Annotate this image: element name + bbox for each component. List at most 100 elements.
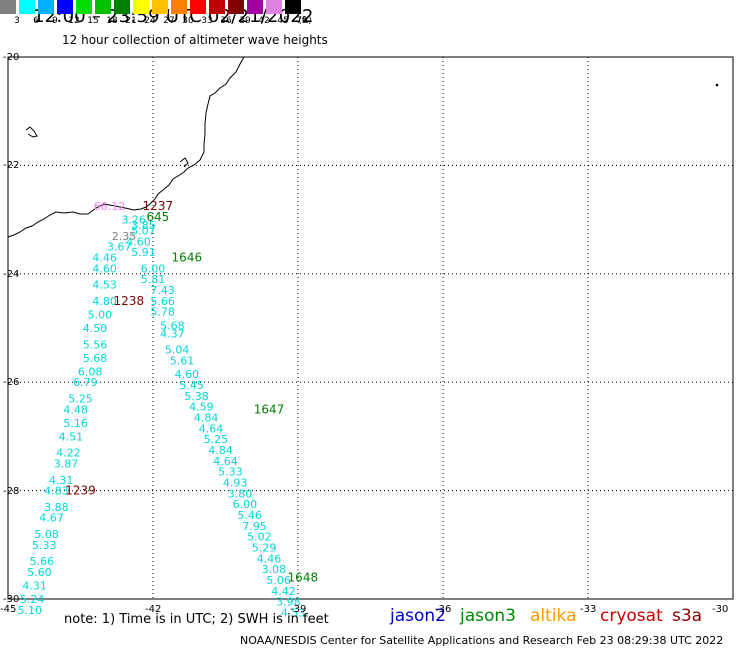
satellite-name: jason2 [390,606,446,626]
satellite-name: cryosat [600,606,663,626]
swh-value: 6.79 [73,376,98,389]
satellite-name: jason3 [460,606,516,626]
swh-value: 5.68 [83,352,108,365]
time-label: 645 [146,210,169,224]
time-label: 1646 [172,251,203,265]
legend-swatch [247,0,263,14]
legend-label: 9 [52,16,58,26]
swh-value: 5.24 [20,593,45,606]
swh-value: 5.02 [247,531,272,544]
swh-value: 5.38 [184,390,209,403]
swh-value: 4.22 [56,447,81,460]
swh-value: 4.84 [208,444,233,457]
swh-value: 7.95 [242,520,267,533]
time-label: 1238 [114,294,145,308]
swh-value: 3.80 [228,487,253,500]
swh-value: 5.25 [204,433,229,446]
swh-value: 4.64 [213,455,238,468]
swh-value: 4.37 [160,327,185,340]
swh-value: 3.88 [44,501,69,514]
swh-value: 6.00 [141,262,166,275]
swh-value: 5.61 [170,355,195,368]
swh-value: 5.46 [237,509,262,522]
legend-label: 33 [201,16,213,26]
swh-value: 4.84 [194,411,219,424]
satellite-name: altika [530,606,577,626]
legend-label: 6 [33,16,39,26]
lat-tick-label: -26 [3,377,20,389]
swh-value: 5.56 [83,338,108,351]
swh-value: 5.08 [34,528,59,541]
lat-tick-label: -24 [3,268,20,280]
island-dot [715,83,719,87]
legend-label: 21 [125,16,137,26]
legend-label: 45 [277,16,289,26]
satellite-name: s3a [672,606,703,626]
swh-value: 3.85 [131,219,156,232]
swh-value: 66.12 [94,200,126,213]
legend-swatch [133,0,149,14]
lon-tick-label: -36 [435,604,452,615]
swh-value: 3.67 [107,241,132,254]
swh-value: 4.48 [63,403,88,416]
legend-label: 24 [144,16,156,26]
swh-value: 5.25 [68,392,93,405]
legend-label: 70 [296,16,308,26]
island-outline [179,157,189,168]
map-subtitle: 12 hour collection of altimeter wave hei… [62,33,328,47]
legend-swatch [266,0,282,14]
map-frame [7,56,734,600]
swh-value: 4.31 [22,579,47,592]
time-label: 1237 [143,199,174,213]
legend-label: 12 [68,16,80,26]
lat-tick-label: -22 [3,160,20,172]
legend-label: 39 [239,16,251,26]
lat-tick-label: -28 [3,485,20,497]
lat-tick-label: -30 [3,594,20,605]
swh-value: 4.53 [92,279,117,292]
lon-tick-label: -45 [0,604,17,615]
lat-tick-label: -20 [3,52,20,63]
swh-value: 6.08 [78,365,103,378]
map-note: note: 1) Time is in UTC; 2) SWH is in fe… [64,612,329,627]
time-label: 1647 [254,402,285,416]
time-label: 1648 [288,570,319,584]
credit-footer: NOAA/NESDIS Center for Satellite Applica… [240,634,724,647]
time-label: 1239 [65,484,96,498]
legend-swatch [114,0,130,14]
color-legend: 3 6 9 12 15 18 21 24 27 30 33 36 39 42 45 70 (ft) [0,0,312,30]
swh-value: 4.42 [271,585,296,598]
swh-value: 5.16 [63,417,88,430]
swh-value: 5.04 [165,344,190,357]
legend-label: 36 [220,16,232,26]
swh-value: 4.59 [189,401,214,414]
legend-label: 15 [87,16,99,26]
legend-swatch [38,0,54,14]
swh-value: 4.80 [92,295,117,308]
legend-swatch [57,0,73,14]
swh-value: 4.60 [175,368,200,381]
swh-value: 4.60 [92,262,117,275]
swh-value: 5.60 [27,566,52,579]
swh-value: 7.43 [150,284,175,297]
swh-value: 5.33 [218,466,243,479]
swh-value: 4.83 [44,485,69,498]
swh-value: 3.08 [262,563,287,576]
swh-value: 4.64 [199,422,224,435]
legend-swatch [95,0,111,14]
swh-value: 5.06 [266,574,291,587]
swh-value: 5.66 [30,555,55,568]
swh-value: 3.87 [54,458,79,471]
legend-swatch [209,0,225,14]
swh-value: 5.45 [179,379,204,392]
legend-label: 42 [258,16,270,26]
swh-value: 4.46 [92,252,117,265]
legend-label: 18 [106,16,118,26]
swh-value: 5.10 [18,604,43,617]
swh-value: 4.46 [257,552,282,565]
lon-tick-label: -39 [290,604,307,615]
swh-value: 5.91 [131,246,156,259]
coastline [7,56,245,238]
island-outline [25,126,38,138]
